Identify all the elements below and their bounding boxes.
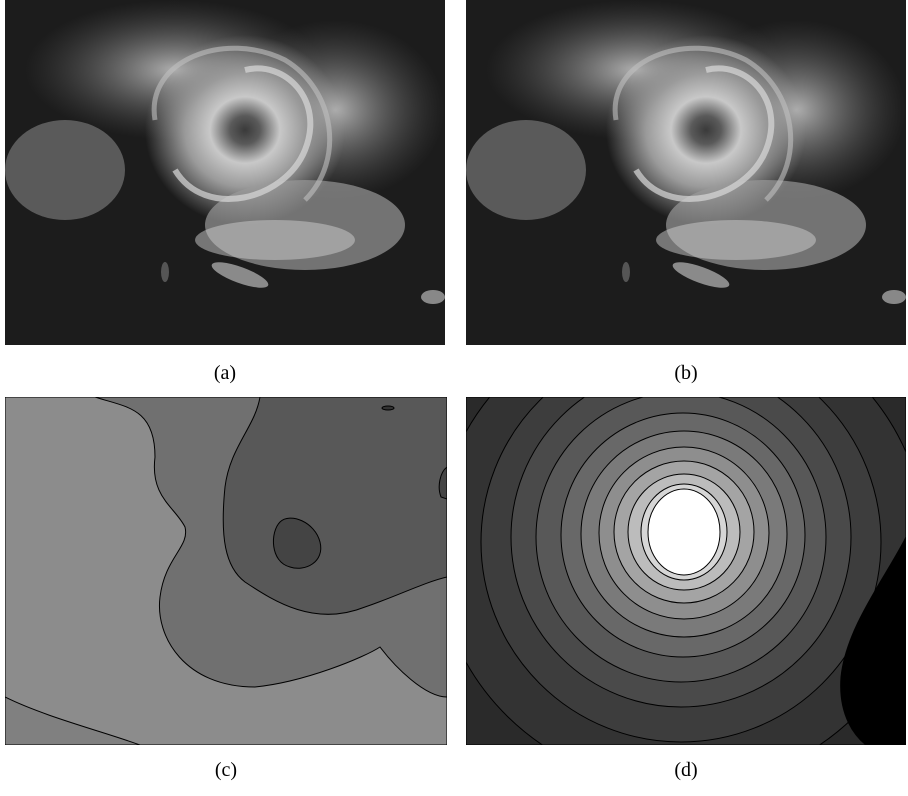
panel-b [466,0,906,345]
panel-c [5,397,447,745]
caption: (d) [674,759,697,781]
caption: (b) [674,362,697,384]
panel-a [5,0,445,345]
figure: (a) (b) (c) (d) [0,0,908,791]
caption: (c) [215,759,237,781]
caption: (a) [214,362,236,384]
panel-d [436,307,908,787]
